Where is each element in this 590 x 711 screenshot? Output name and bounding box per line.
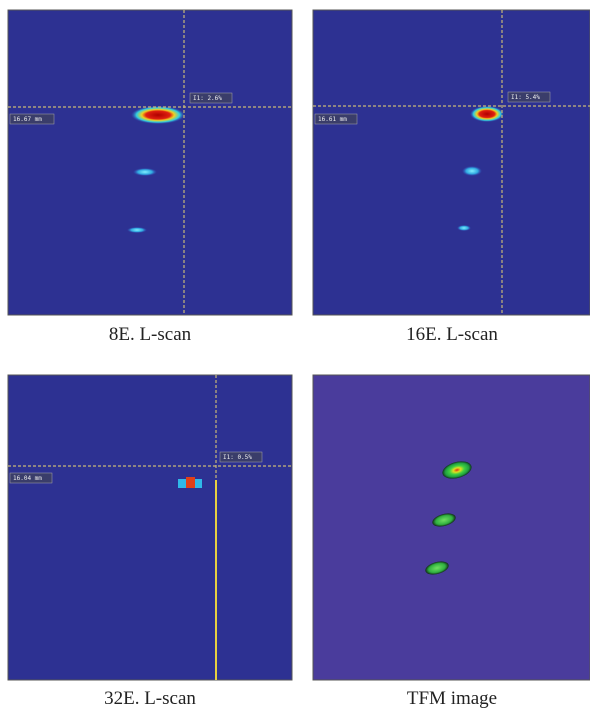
cursor-label: I1: 0.5% — [223, 454, 252, 461]
panel-tfm: TFM image — [312, 374, 590, 709]
caption: 8E. L-scan — [109, 324, 192, 345]
echo — [470, 106, 504, 122]
echo — [457, 225, 471, 231]
scan-image — [312, 374, 590, 681]
echo — [186, 477, 195, 488]
scan-image — [312, 9, 590, 316]
scan-image — [7, 9, 293, 316]
echo — [432, 513, 456, 527]
label-box — [219, 451, 263, 463]
echo — [133, 168, 157, 176]
label-box — [314, 113, 358, 125]
label-box — [9, 113, 55, 125]
depth-label: 16.67 mm — [13, 116, 42, 123]
caption: 16E. L-scan — [406, 324, 498, 345]
panel-16e: I1: 5.4% 16.61 mm 16E. L-scan — [312, 9, 590, 345]
depth-label: 16.61 mm — [318, 116, 347, 123]
echo — [131, 106, 185, 124]
echo — [462, 166, 482, 176]
caption: 32E. L-scan — [104, 688, 196, 709]
echo — [127, 227, 147, 233]
label-box — [189, 92, 233, 104]
cursor-label: I1: 2.6% — [193, 95, 222, 102]
label-box — [9, 472, 53, 484]
depth-label: 16.04 mm — [13, 475, 42, 482]
caption: TFM image — [407, 688, 497, 709]
scan-image — [7, 374, 293, 681]
panel-32e: I1: 0.5% 16.04 mm 32E. L-scan — [7, 374, 293, 709]
echo — [442, 461, 472, 479]
label-box — [507, 91, 551, 103]
panel-8e: I1: 2.6% 16.67 mm 8E. L-scan — [7, 9, 293, 345]
cursor-label: I1: 5.4% — [511, 94, 540, 101]
echo — [425, 561, 449, 575]
